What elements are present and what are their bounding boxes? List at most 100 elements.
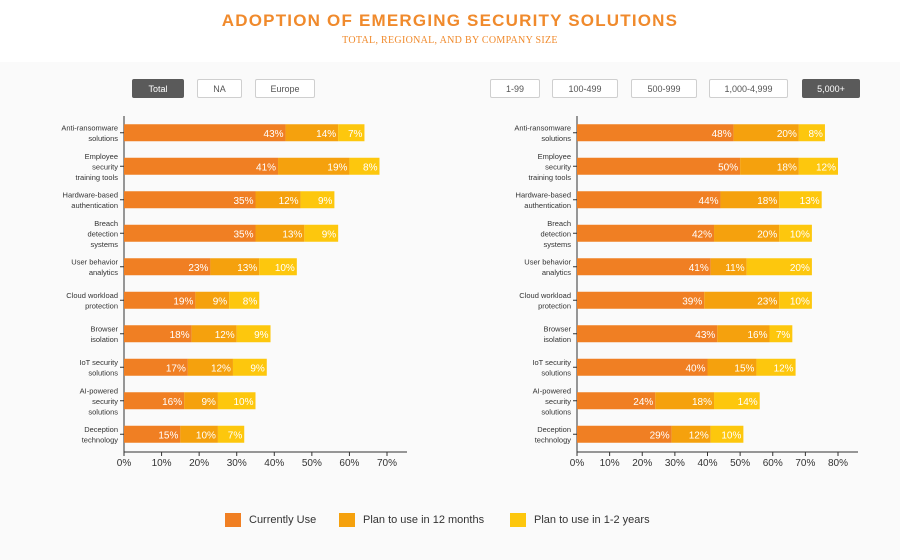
bar-value-label: 18% <box>757 196 777 207</box>
category-label-line: Anti-ransomware <box>514 124 571 133</box>
filter-size-100-499-button[interactable]: 100-499 <box>552 79 618 98</box>
category-label-line: Browser <box>543 325 571 334</box>
bar-value-label: 35% <box>233 196 253 207</box>
filter-europe-button[interactable]: Europe <box>255 79 315 98</box>
bar-current <box>577 392 656 410</box>
bar-plan12 <box>740 157 799 175</box>
category-label: IoT security solutions <box>79 358 118 378</box>
category-label-line: Anti-ransomware <box>61 124 118 133</box>
category-label-line: detection <box>88 229 118 238</box>
filter-size-1-99-button[interactable]: 1-99 <box>490 79 540 98</box>
x-tick-label: 0% <box>570 458 585 469</box>
legend-item-currently-use: Currently Use <box>225 512 316 528</box>
category-label-line: authentication <box>71 201 118 210</box>
legend: Currently Use Plan to use in 12 months P… <box>0 512 900 532</box>
bar-plan12 <box>278 157 350 175</box>
category-label: Browser isolation <box>90 325 118 345</box>
bar-value-label: 12% <box>211 363 231 374</box>
bar-plan12 <box>733 124 799 142</box>
category-label: Browser isolation <box>543 325 571 345</box>
bar-value-label: 17% <box>166 363 186 374</box>
category-label-line: Breach <box>547 219 571 228</box>
bar-value-label: 48% <box>712 129 732 140</box>
bar-value-label: 10% <box>721 430 741 441</box>
bar-value-label: 10% <box>790 229 810 240</box>
category-label-line: Breach <box>94 219 118 228</box>
x-tick-label: 50% <box>302 458 322 469</box>
bar-plan12y <box>304 224 339 242</box>
filter-size-1000-4999-button[interactable]: 1,000-4,999 <box>709 79 788 98</box>
bar-plan12y <box>338 124 365 142</box>
bar-value-label: 23% <box>757 296 777 307</box>
category-label-line: Hardware-based <box>63 191 118 200</box>
bar-current <box>577 358 708 376</box>
category-label: User behavior analytics <box>71 258 118 278</box>
bar-value-label: 15% <box>158 430 178 441</box>
category-label-line: systems <box>543 240 571 249</box>
category-label-line: analytics <box>542 268 571 277</box>
legend-label: Currently Use <box>249 514 317 526</box>
bar-plan12y <box>217 425 245 443</box>
x-tick-label: 60% <box>763 458 783 469</box>
bar-plan12 <box>704 291 780 309</box>
filter-size-500-999-button[interactable]: 500-999 <box>631 79 697 98</box>
bar-plan12 <box>714 224 780 242</box>
bar-current <box>577 191 721 209</box>
x-tick-label: 30% <box>227 458 247 469</box>
category-label: AI-powered security solutions <box>533 386 572 416</box>
category-label-line: IoT security <box>532 358 571 367</box>
bar-current <box>577 224 715 242</box>
bar-current <box>124 191 256 209</box>
filter-size-5000-plus-button[interactable]: 5,000+ <box>802 79 860 98</box>
category-label-line: authentication <box>524 201 571 210</box>
bar-plan12 <box>191 325 237 343</box>
x-tick-label: 0% <box>117 458 132 469</box>
bar-value-label: 40% <box>685 363 705 374</box>
bar-plan12y <box>798 157 838 175</box>
bar-value-label: 43% <box>695 330 715 341</box>
category-label-line: AI-powered <box>80 386 118 395</box>
bar-plan12 <box>184 392 218 410</box>
category-label-line: isolation <box>90 335 118 344</box>
bar-value-label: 42% <box>692 229 712 240</box>
bar-current <box>124 358 188 376</box>
category-label-line: AI-powered <box>533 386 571 395</box>
bar-plan12y <box>710 425 744 443</box>
bar-current <box>577 325 718 343</box>
category-label-line: IoT security <box>79 358 118 367</box>
category-label: Employee security training tools <box>75 152 118 182</box>
category-label: Breach detection systems <box>88 219 119 249</box>
x-tick-label: 10% <box>152 458 172 469</box>
bar-plan12y <box>236 325 271 343</box>
category-label-line: Employee <box>538 152 571 161</box>
bar-value-label: 20% <box>777 129 797 140</box>
bar-current <box>124 392 185 410</box>
bar-value-label: 12% <box>689 430 709 441</box>
bar-value-label: 18% <box>170 330 190 341</box>
bar-value-label: 9% <box>213 296 228 307</box>
bar-value-label: 8% <box>363 162 378 173</box>
bar-current <box>577 124 734 142</box>
bar-value-label: 11% <box>725 263 744 274</box>
bar-value-label: 20% <box>757 229 777 240</box>
bar-plan12y <box>349 157 380 175</box>
bar-value-label: 12% <box>774 363 794 374</box>
x-tick-label: 50% <box>730 458 750 469</box>
bar-value-label: 39% <box>682 296 702 307</box>
bar-value-label: 9% <box>322 229 337 240</box>
filter-total-button[interactable]: Total <box>132 79 184 98</box>
category-label: Cloud workload protection <box>66 291 118 311</box>
bar-value-label: 14% <box>316 129 336 140</box>
filter-na-button[interactable]: NA <box>197 79 242 98</box>
bar-current <box>577 258 711 276</box>
bar-value-label: 8% <box>243 296 258 307</box>
category-label-line: technology <box>535 436 572 445</box>
bar-current <box>577 291 705 309</box>
legend-item-plan-12-months: Plan to use in 12 months <box>339 512 484 528</box>
bar-value-label: 10% <box>275 263 295 274</box>
x-tick-label: 80% <box>828 458 848 469</box>
category-label: Anti-ransomware solutions <box>61 124 118 144</box>
bar-plan12y <box>217 392 256 410</box>
category-label-line: protection <box>85 302 118 311</box>
bar-value-label: 16% <box>747 330 767 341</box>
